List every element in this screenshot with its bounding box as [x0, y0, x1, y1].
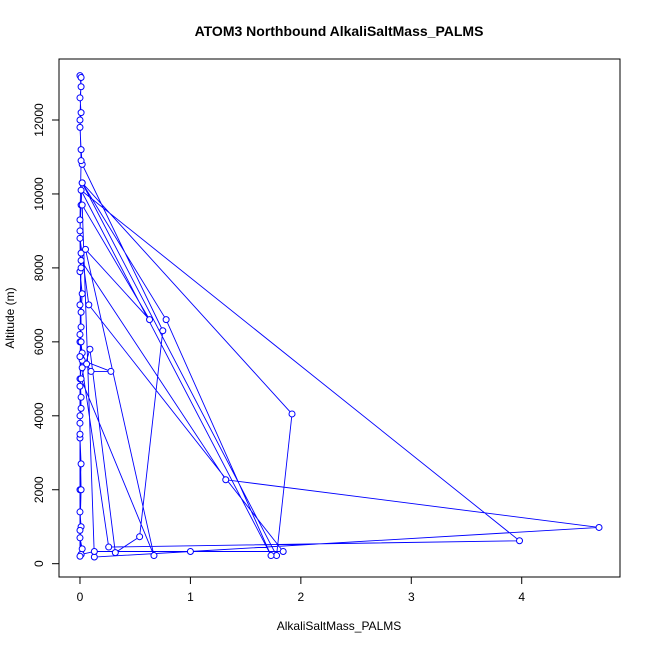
data-point [516, 537, 524, 545]
x-axis-label: AlkaliSaltMass_PALMS [277, 619, 402, 633]
data-point [76, 508, 84, 516]
data-point [77, 249, 85, 257]
data-point [78, 290, 86, 298]
data-point [77, 393, 85, 401]
data-point [76, 412, 84, 420]
data-point [77, 257, 85, 265]
data-point [76, 353, 84, 361]
data-point [76, 227, 84, 235]
data-point [76, 116, 84, 124]
y-tick-label: 10000 [32, 177, 46, 211]
data-point [76, 330, 84, 338]
data-point [288, 410, 296, 418]
data-point [82, 245, 89, 253]
data-point [77, 83, 85, 91]
data-point [90, 547, 98, 555]
data-point [162, 316, 170, 324]
x-axis: 0 1 2 3 4 [77, 576, 525, 604]
data-point [77, 308, 85, 316]
data-point [87, 367, 95, 375]
y-axis-label: Altitude (m) [3, 287, 17, 348]
y-tick-label: 12000 [32, 103, 46, 137]
data-point [85, 301, 93, 309]
x-tick-label: 1 [187, 590, 194, 604]
y-tick-label: 2000 [32, 476, 46, 503]
data-point [111, 549, 119, 557]
series-line [79, 75, 600, 558]
data-point [77, 264, 85, 272]
data-point [77, 186, 85, 194]
data-point [77, 404, 85, 412]
data-point [77, 157, 85, 165]
y-tick-label: 6000 [32, 328, 46, 355]
data-point [78, 179, 86, 187]
data-point [76, 534, 84, 542]
data-point [77, 323, 85, 331]
y-tick-label: 4000 [32, 402, 46, 429]
data-point [83, 360, 91, 368]
data-point [186, 547, 194, 555]
data-point [77, 338, 85, 346]
series-layer [76, 72, 603, 561]
data-point [77, 146, 85, 154]
data-point [78, 364, 86, 372]
data-point [76, 216, 84, 224]
data-point [77, 109, 85, 117]
data-point [595, 523, 603, 531]
data-point [78, 545, 86, 553]
data-point [76, 234, 84, 242]
x-tick-label: 2 [298, 590, 305, 604]
data-point [86, 345, 94, 353]
data-point [76, 552, 84, 560]
x-tick-label: 0 [77, 590, 84, 604]
data-point [105, 543, 113, 551]
data-point [76, 526, 84, 534]
y-axis: 0 2000 4000 6000 8000 10000 12000 [32, 103, 60, 567]
x-tick-label: 4 [518, 590, 525, 604]
chart-title: ATOM3 Northbound AlkaliSaltMass_PALMS [195, 23, 484, 39]
data-point [77, 375, 85, 383]
plot-frame [58, 58, 621, 578]
data-point [267, 552, 275, 560]
data-point [77, 73, 85, 81]
data-point [279, 547, 287, 555]
data-point [76, 94, 84, 102]
data-point [136, 533, 144, 541]
data-point [159, 327, 167, 335]
y-tick-label: 8000 [32, 254, 46, 281]
data-point [76, 419, 84, 427]
data-point [77, 460, 85, 468]
y-tick-label: 0 [32, 560, 46, 567]
data-point [107, 367, 115, 375]
data-point [76, 123, 84, 131]
data-point [222, 476, 230, 484]
data-point [76, 382, 84, 390]
data-point [76, 301, 84, 309]
data-point [76, 430, 84, 438]
data-point [77, 486, 85, 494]
data-point [150, 552, 158, 560]
data-point [146, 316, 154, 324]
x-tick-label: 3 [408, 590, 415, 604]
data-point [78, 201, 86, 209]
